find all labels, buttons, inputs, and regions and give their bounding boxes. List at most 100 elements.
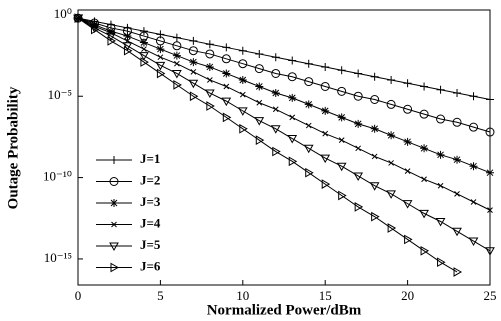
legend-marker: [110, 262, 120, 273]
legend-label: J=5: [140, 237, 161, 252]
marker: [173, 79, 182, 90]
marker: [206, 101, 215, 111]
marker: [402, 200, 413, 209]
marker: [353, 172, 364, 181]
marker: [289, 114, 296, 121]
marker: [420, 144, 429, 153]
marker: [303, 144, 314, 154]
marker: [371, 211, 380, 222]
marker: [106, 32, 116, 42]
marker: [486, 95, 494, 104]
marker: [139, 52, 149, 61]
marker: [122, 42, 133, 51]
marker: [204, 89, 215, 99]
marker: [321, 179, 331, 189]
marker: [172, 41, 182, 51]
marker: [419, 209, 429, 219]
marker: [437, 257, 446, 268]
x-tick-label: 10: [236, 288, 249, 303]
marker: [189, 36, 198, 45]
marker: [337, 113, 346, 122]
legend-marker: [109, 177, 119, 186]
marker: [469, 92, 478, 101]
marker: [189, 91, 199, 102]
marker: [123, 45, 133, 56]
marker: [156, 45, 165, 54]
marker: [354, 69, 363, 78]
legend-marker: [111, 221, 117, 228]
marker: [205, 49, 215, 59]
marker: [403, 104, 413, 114]
marker: [321, 62, 330, 71]
y-tick-label: 10⁰: [54, 6, 72, 21]
marker: [155, 61, 166, 71]
marker: [222, 43, 231, 52]
marker: [338, 190, 347, 201]
marker: [354, 202, 364, 212]
marker: [305, 122, 312, 129]
marker: [320, 154, 331, 164]
marker: [436, 114, 446, 124]
marker: [469, 162, 478, 171]
legend-label: J=1: [140, 151, 160, 166]
marker: [305, 167, 314, 178]
marker: [172, 33, 181, 42]
marker: [369, 182, 380, 191]
marker: [452, 117, 462, 127]
marker: [337, 86, 347, 96]
marker: [288, 56, 297, 65]
marker: [388, 160, 394, 166]
marker: [206, 77, 213, 83]
marker: [238, 59, 248, 69]
marker: [221, 97, 232, 107]
series-line: [77, 17, 491, 133]
marker: [271, 53, 280, 62]
marker: [254, 64, 264, 74]
marker: [172, 51, 181, 60]
marker: [272, 146, 281, 157]
marker: [139, 31, 149, 41]
marker: [486, 168, 494, 177]
marker: [239, 123, 248, 134]
marker: [270, 125, 281, 134]
marker: [74, 13, 84, 24]
y-tick-label: 10⁻⁵: [48, 87, 72, 102]
marker: [255, 49, 264, 58]
marker: [271, 89, 280, 98]
marker: [221, 54, 231, 64]
marker: [189, 58, 198, 67]
legend-marker: [110, 156, 118, 164]
marker: [420, 245, 430, 256]
marker: [155, 36, 165, 46]
marker: [140, 57, 149, 67]
series-line: [77, 17, 491, 174]
legend-label: J=4: [140, 215, 161, 230]
marker: [338, 137, 345, 144]
marker: [436, 150, 445, 159]
marker: [287, 72, 297, 82]
x-tick-label: 0: [75, 288, 82, 303]
marker: [205, 62, 214, 71]
marker: [353, 91, 363, 101]
marker: [404, 234, 413, 245]
marker: [322, 130, 329, 137]
marker: [386, 190, 396, 199]
marker: [320, 81, 330, 91]
marker: [485, 247, 495, 256]
marker: [436, 85, 445, 94]
marker: [107, 36, 116, 46]
marker: [156, 68, 166, 79]
marker: [172, 69, 182, 79]
marker: [304, 77, 314, 87]
marker: [421, 176, 427, 183]
marker: [437, 182, 444, 189]
marker: [304, 59, 313, 68]
marker: [321, 106, 330, 115]
marker: [354, 119, 363, 128]
marker: [90, 24, 100, 35]
marker: [470, 199, 477, 205]
x-tick-label: 20: [401, 288, 414, 303]
marker: [139, 38, 148, 47]
marker: [288, 93, 297, 102]
